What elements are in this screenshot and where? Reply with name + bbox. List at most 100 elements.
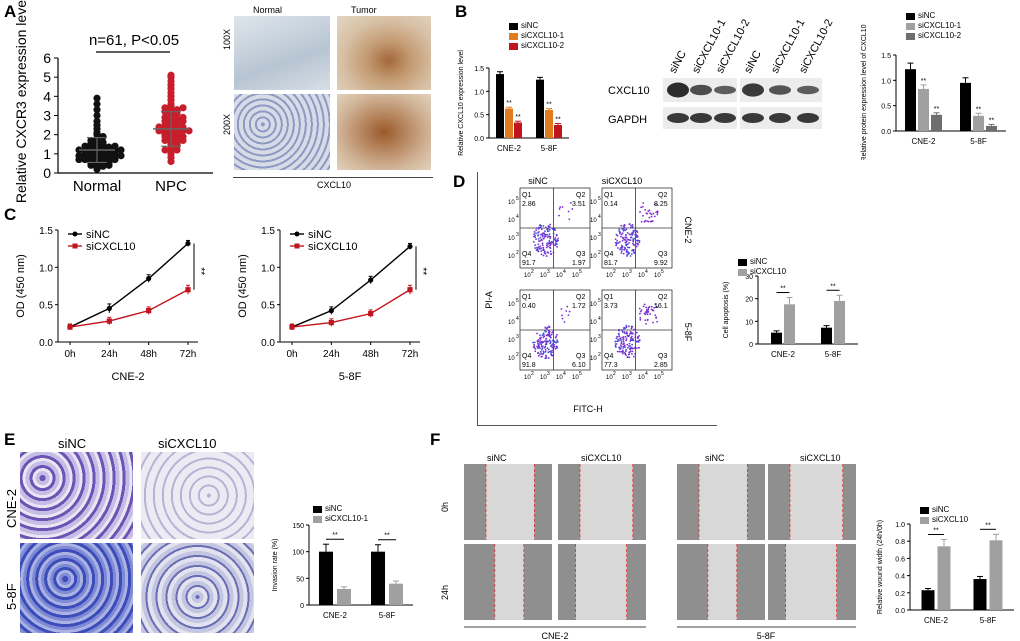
ihc-normal-200x-image [234, 94, 330, 170]
flow-event [566, 305, 569, 308]
flow-event [622, 228, 625, 230]
flow-event [532, 341, 535, 344]
flow-event [547, 225, 550, 227]
flow-event [629, 348, 632, 350]
flow-event [534, 234, 536, 237]
flow-event [638, 307, 641, 310]
legend-label: siNC [750, 257, 768, 266]
flow-event [631, 224, 634, 226]
flow-event [624, 247, 627, 250]
flow-cytometry-grid: siNC siCXCL10 PI-A FITC-H CNE-2 5-8F Q1 2… [484, 176, 693, 414]
x-decade-exp: 5 [579, 371, 582, 377]
invasion-58f-sinc-image [20, 543, 133, 633]
significance-mark: ** [555, 117, 561, 124]
data-point [185, 240, 191, 247]
bar [514, 122, 522, 138]
legend-label: siCXCL10 [308, 241, 358, 253]
wound-cell-region [836, 544, 856, 620]
flow-event [646, 212, 649, 215]
flow-event [546, 347, 549, 350]
flow-event [546, 340, 549, 343]
flow-event [644, 319, 647, 322]
flow-event [631, 225, 634, 228]
flow-event [544, 357, 547, 360]
flow-event [631, 249, 633, 252]
quadrant-value-q2: 3.51 [572, 201, 586, 208]
flow-event [542, 353, 544, 355]
flow-event [546, 242, 549, 245]
flow-event [560, 308, 563, 310]
flow-col-sinc: siNC [528, 176, 548, 186]
flow-event [615, 244, 618, 247]
blot-band-cxcl10 [714, 85, 736, 95]
flow-event [628, 241, 630, 244]
wound-gap [785, 544, 837, 620]
flow-event [558, 208, 561, 210]
flow-event [545, 342, 548, 345]
flow-event [623, 342, 625, 345]
quadrant-name: Q3 [576, 353, 585, 360]
wound-cell-region [768, 464, 790, 540]
ihc-tumor-100x-image [337, 16, 431, 90]
y-tick-label: 4 [43, 88, 51, 104]
x-tick-label: 5-8F [541, 144, 558, 153]
quadrant-name: Q1 [522, 294, 531, 301]
x-tick-label: 72h [180, 349, 197, 360]
flow-event [533, 233, 535, 236]
bar [989, 540, 1003, 610]
y-tick-label: 0.5 [881, 104, 891, 111]
y-decade-base: 10 [590, 200, 597, 206]
flow-event [535, 229, 538, 231]
npc-point [161, 113, 169, 122]
normal-point [99, 132, 107, 141]
bar [554, 124, 562, 138]
x-decade-exp: 3 [547, 269, 550, 275]
x-decade-exp: 3 [629, 269, 632, 275]
flow-event [544, 326, 547, 329]
ihc-row-100x: 100X [222, 28, 232, 50]
flow-event [552, 345, 554, 347]
flow-event [629, 233, 632, 236]
flow-event [620, 246, 623, 248]
npc-point [161, 104, 169, 112]
mrna-bar-chart: 0.0 0.5 1.0 1.5 Relative CXCL10 expression l… [458, 21, 569, 156]
flow-event [634, 339, 637, 342]
flow-event [540, 253, 543, 256]
flow-event [561, 314, 563, 317]
wound-cell-region [534, 464, 552, 540]
flow-event [546, 228, 549, 231]
bar [496, 74, 504, 138]
invasion-col-sinc: siNC [58, 436, 87, 451]
flow-event [626, 246, 629, 249]
y-tick-label: 5 [43, 69, 51, 85]
flow-event [532, 241, 535, 243]
x-decade-exp: 4 [563, 269, 566, 275]
ihc-row-200x: 200X [222, 113, 232, 135]
x-decade-exp: 2 [531, 269, 534, 275]
flow-event [627, 356, 629, 358]
flow-event [639, 318, 642, 321]
flow-event [545, 330, 547, 333]
flow-event [552, 351, 554, 354]
flow-event [636, 235, 639, 238]
x-decade-base: 10 [654, 273, 661, 279]
x-tick-label: CNE-2 [497, 144, 522, 153]
x-decade-base: 10 [654, 375, 661, 381]
flow-event [616, 340, 618, 343]
flow-event [646, 313, 649, 316]
legend-swatch [738, 259, 747, 266]
bar [545, 110, 553, 138]
flow-event [551, 339, 554, 342]
quadrant-value-q1: 2.86 [522, 201, 536, 208]
flow-event [622, 338, 625, 341]
x-tick-label: CNE-2 [323, 611, 348, 620]
flow-event [652, 321, 654, 324]
flow-event [635, 331, 638, 334]
flow-xlabel: FITC-H [573, 404, 603, 414]
flow-event [646, 220, 648, 223]
data-point [368, 311, 374, 317]
flow-event [656, 306, 659, 309]
flow-event [537, 246, 540, 249]
flow-event [553, 343, 556, 346]
flow-event [654, 303, 657, 306]
